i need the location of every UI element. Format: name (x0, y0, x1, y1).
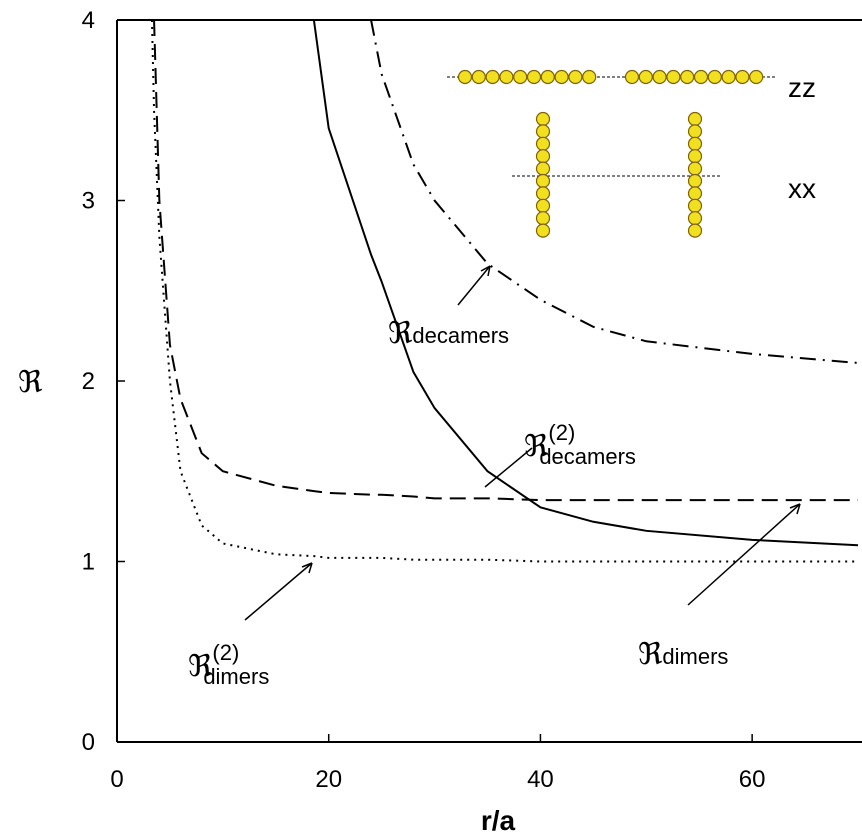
annotation-sub: decamers (412, 323, 509, 348)
bead (687, 111, 703, 127)
bead (721, 69, 736, 85)
y-tick-label: 0 (82, 729, 95, 756)
inset: zz xx (447, 69, 816, 238)
annotation-sub: decamers (539, 444, 636, 469)
bead (526, 69, 542, 85)
bead (687, 161, 703, 176)
bead (749, 69, 764, 85)
y-tick-label: 4 (82, 7, 95, 34)
bead (457, 69, 473, 85)
bead (535, 223, 551, 238)
bead (535, 198, 551, 213)
x-tick-label: 60 (739, 766, 766, 793)
bead (687, 211, 703, 226)
annotation-symbol: ℜ (188, 649, 213, 684)
bead (687, 173, 703, 189)
bead (687, 149, 703, 164)
annotation-symbol: ℜ (638, 637, 663, 672)
bead (687, 223, 703, 238)
annotation-symbol: ℜ (524, 429, 549, 464)
inset-label: xx (788, 173, 816, 204)
bead (535, 149, 551, 164)
y-tick-label: 2 (82, 368, 95, 395)
bead (624, 69, 640, 85)
y-tick-label: 1 (82, 549, 95, 576)
x-axis-label: r/a (481, 805, 516, 836)
annotation: ℜ(2) decamers (524, 420, 636, 469)
arrows (244, 265, 801, 621)
bead (535, 161, 551, 176)
bead (693, 69, 709, 85)
series-line (153, 19, 858, 502)
annotation-sub: dimers (662, 644, 728, 669)
annotation-sup: (2) (212, 640, 239, 665)
annotation: ℜdimers (638, 637, 728, 672)
series-line (150, 19, 858, 563)
x-tick-label: 40 (527, 766, 554, 793)
arrow (484, 447, 533, 488)
bead (652, 69, 667, 85)
series-line (312, 19, 859, 547)
bead (638, 69, 653, 85)
arrow (457, 265, 491, 306)
bead (582, 69, 597, 85)
bead (735, 69, 750, 85)
arrow (244, 562, 313, 621)
bead (499, 69, 514, 85)
bead (707, 69, 722, 85)
bead (535, 111, 551, 127)
y-tick-label: 3 (82, 188, 95, 215)
bead (513, 69, 528, 85)
bead (568, 69, 583, 85)
bead (687, 198, 703, 213)
bead (535, 211, 551, 226)
annotation-sup: (2) (548, 420, 575, 445)
bead (666, 69, 681, 85)
y-axis-label: ℜ (18, 366, 43, 399)
bead (535, 124, 551, 139)
bead (535, 173, 551, 189)
x-tick-label: 20 (315, 766, 342, 793)
arrow-head (480, 265, 491, 277)
arrow-head (301, 562, 313, 574)
bead (535, 186, 551, 201)
bead (680, 69, 695, 85)
x-tick-label: 0 (110, 766, 123, 793)
arrow (687, 503, 801, 606)
bead (471, 69, 486, 85)
bead (540, 69, 555, 85)
series-line (370, 19, 859, 364)
bead (687, 186, 703, 201)
bead (485, 69, 500, 85)
arrow-head (789, 503, 801, 515)
annotation-symbol: ℜ (388, 316, 413, 351)
annotation-sub: dimers (203, 664, 269, 689)
bead (554, 69, 569, 85)
annotation: ℜdecamers (388, 316, 509, 351)
inset-label: zz (788, 72, 816, 103)
bead (535, 136, 551, 151)
annotation: ℜ(2) dimers (188, 640, 269, 689)
bead (687, 136, 703, 151)
bead (687, 124, 703, 139)
